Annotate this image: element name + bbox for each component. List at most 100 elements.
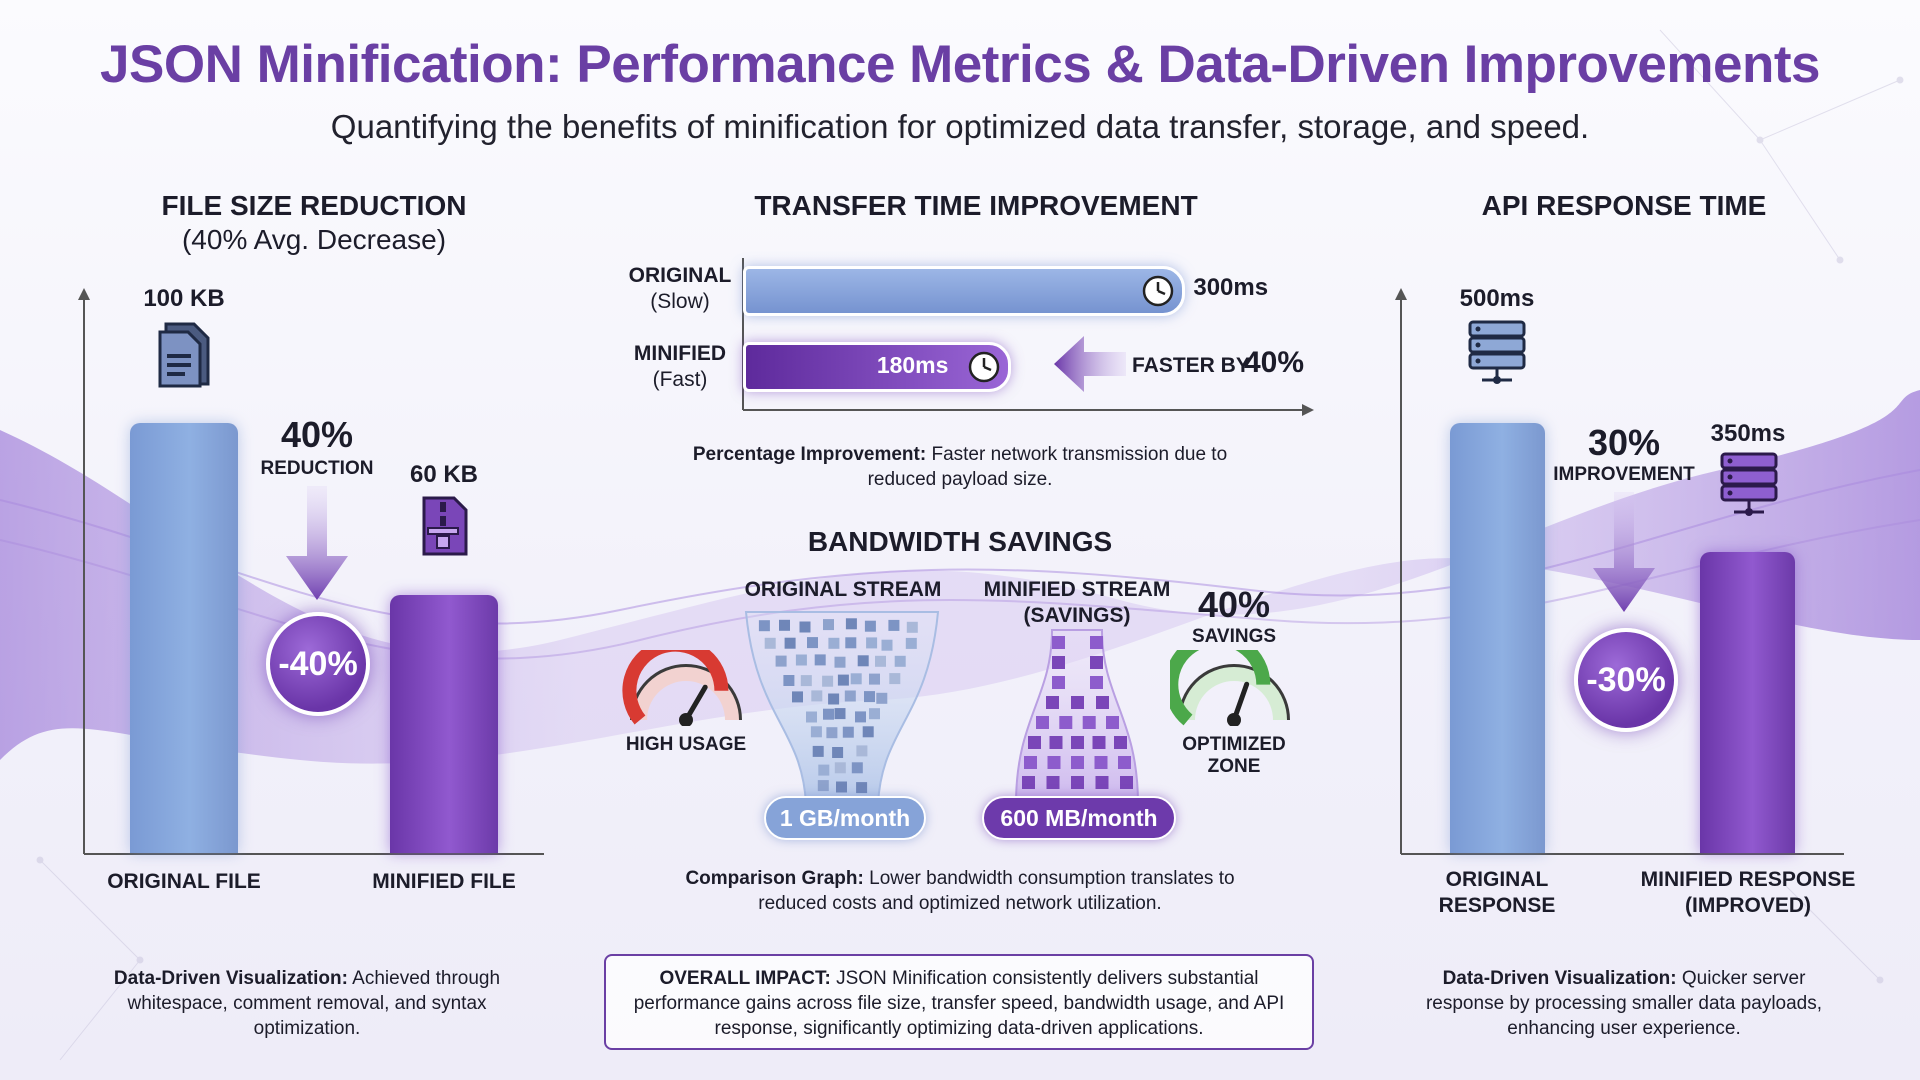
data-packet <box>1096 696 1109 709</box>
data-packet <box>799 621 811 633</box>
clock-icon <box>1143 275 1174 307</box>
value-label-api-minified: 350ms <box>1710 420 1786 447</box>
data-packet <box>828 637 840 649</box>
data-packet <box>822 675 834 687</box>
optimized-label-1: OPTIMIZED <box>1182 734 1286 755</box>
improvement-label: IMPROVEMENT <box>1553 464 1695 485</box>
data-packet <box>1090 656 1103 669</box>
file-size-subtitle: (40% Avg. Decrease) <box>181 224 447 255</box>
data-packet <box>1094 756 1108 769</box>
transfer-note-text: Faster network transmission due to reduc… <box>867 444 1228 490</box>
gauge-optimized <box>1170 650 1290 726</box>
data-packet <box>783 675 795 686</box>
data-packet <box>1046 776 1060 789</box>
impact-bold: OVERALL IMPACT: <box>659 968 831 989</box>
bandwidth-note: Comparison Graph: Lower bandwidth consum… <box>650 866 1270 916</box>
data-packet <box>1052 676 1065 689</box>
original-stream-label: ORIGINAL STREAM <box>744 578 942 601</box>
category-minified-file: MINIFIED FILE <box>372 870 516 893</box>
data-packet <box>795 654 807 666</box>
api-note: Data-Driven Visualization: Quicker serve… <box>1404 966 1844 1041</box>
data-packet <box>866 637 878 649</box>
category-api-original-2: RESPONSE <box>1438 894 1556 917</box>
category-original-file: ORIGINAL FILE <box>107 870 261 893</box>
data-packet <box>842 726 854 738</box>
transfer-sub-original: (Slow) <box>650 290 710 313</box>
document-icon <box>158 322 210 388</box>
data-packet <box>1120 776 1133 789</box>
data-packet <box>1071 756 1084 769</box>
data-packet <box>764 637 776 649</box>
high-usage-label: HIGH USAGE <box>625 734 747 755</box>
bar-api-minified <box>1700 552 1795 853</box>
minified-stream-funnel <box>1014 629 1140 804</box>
data-packet <box>1090 676 1103 689</box>
data-packet <box>810 726 822 738</box>
data-packet <box>1071 776 1084 789</box>
api-note-bold: Data-Driven Visualization: <box>1442 968 1677 989</box>
data-packet <box>881 639 893 651</box>
data-packet <box>869 673 880 685</box>
category-api-minified-2: (IMPROVED) <box>1685 894 1811 917</box>
down-arrow-icon <box>1593 492 1655 612</box>
data-packet <box>823 708 834 720</box>
data-packet <box>814 654 826 666</box>
file-size-note: Data-Driven Visualization: Achieved thro… <box>97 966 517 1041</box>
optimized-label-2: ZONE <box>1207 756 1261 777</box>
reduction-label: REDUCTION <box>260 458 374 479</box>
category-api-original-1: ORIGINAL <box>1445 868 1549 891</box>
transfer-sub-minified: (Fast) <box>652 368 708 391</box>
data-packet <box>784 637 796 649</box>
data-packet <box>864 620 876 632</box>
data-packet <box>864 691 875 703</box>
data-packet <box>894 655 906 667</box>
data-packet <box>1052 636 1065 649</box>
bar-transfer-original <box>743 266 1186 316</box>
data-packet <box>826 727 838 739</box>
data-packet <box>851 762 863 774</box>
value-label-minified-file: 60 KB <box>409 461 479 488</box>
api-title: API RESPONSE TIME <box>1481 190 1767 221</box>
original-stream-funnel <box>744 611 940 804</box>
transfer-note: Percentage Improvement: Faster network t… <box>680 442 1240 492</box>
transfer-title: TRANSFER TIME IMPROVEMENT <box>754 190 1198 221</box>
data-packet <box>837 674 849 686</box>
data-packet <box>800 675 812 687</box>
data-packet <box>857 655 869 667</box>
data-packet <box>1028 736 1041 749</box>
data-packet <box>832 747 844 758</box>
server-icon <box>1720 452 1778 516</box>
data-packet <box>834 656 846 668</box>
minified-stream-label-1: MINIFIED STREAM <box>983 578 1171 601</box>
savings-pct: 40% <box>1197 584 1271 625</box>
data-packet <box>823 619 834 631</box>
value-label-transfer-minified: 180ms <box>876 352 949 378</box>
data-packet <box>1071 736 1084 749</box>
data-packet <box>1114 736 1127 749</box>
data-packet <box>806 711 817 723</box>
data-packet <box>775 655 787 667</box>
data-packet <box>1071 696 1084 709</box>
transfer-cat-original: ORIGINAL <box>628 264 732 287</box>
bar-transfer-minified <box>743 342 1011 392</box>
data-packet <box>845 618 857 630</box>
file-size-note-bold: Data-Driven Visualization: <box>113 968 348 989</box>
bar-api-original <box>1450 423 1545 853</box>
data-packet <box>758 620 770 632</box>
page-subtitle: Quantifying the benefits of minification… <box>330 108 1590 145</box>
transfer-note-bold: Percentage Improvement: <box>692 444 927 465</box>
data-packet <box>845 637 857 649</box>
transfer-cat-minified: MINIFIED <box>633 342 727 365</box>
bandwidth-note-text: Lower bandwidth consumption translates t… <box>758 868 1235 914</box>
value-label-transfer-original: 300ms <box>1193 274 1269 301</box>
reduction-badge: -40% <box>266 612 370 716</box>
data-packet <box>1022 776 1035 789</box>
data-packet <box>812 745 824 757</box>
clock-icon <box>968 351 1000 383</box>
data-packet <box>1059 716 1073 729</box>
data-packet <box>1024 756 1037 769</box>
left-arrow-icon <box>1054 336 1126 392</box>
improvement-pct: 30% <box>1587 422 1661 463</box>
overall-impact-box: OVERALL IMPACT: JSON Minification consis… <box>604 954 1314 1050</box>
